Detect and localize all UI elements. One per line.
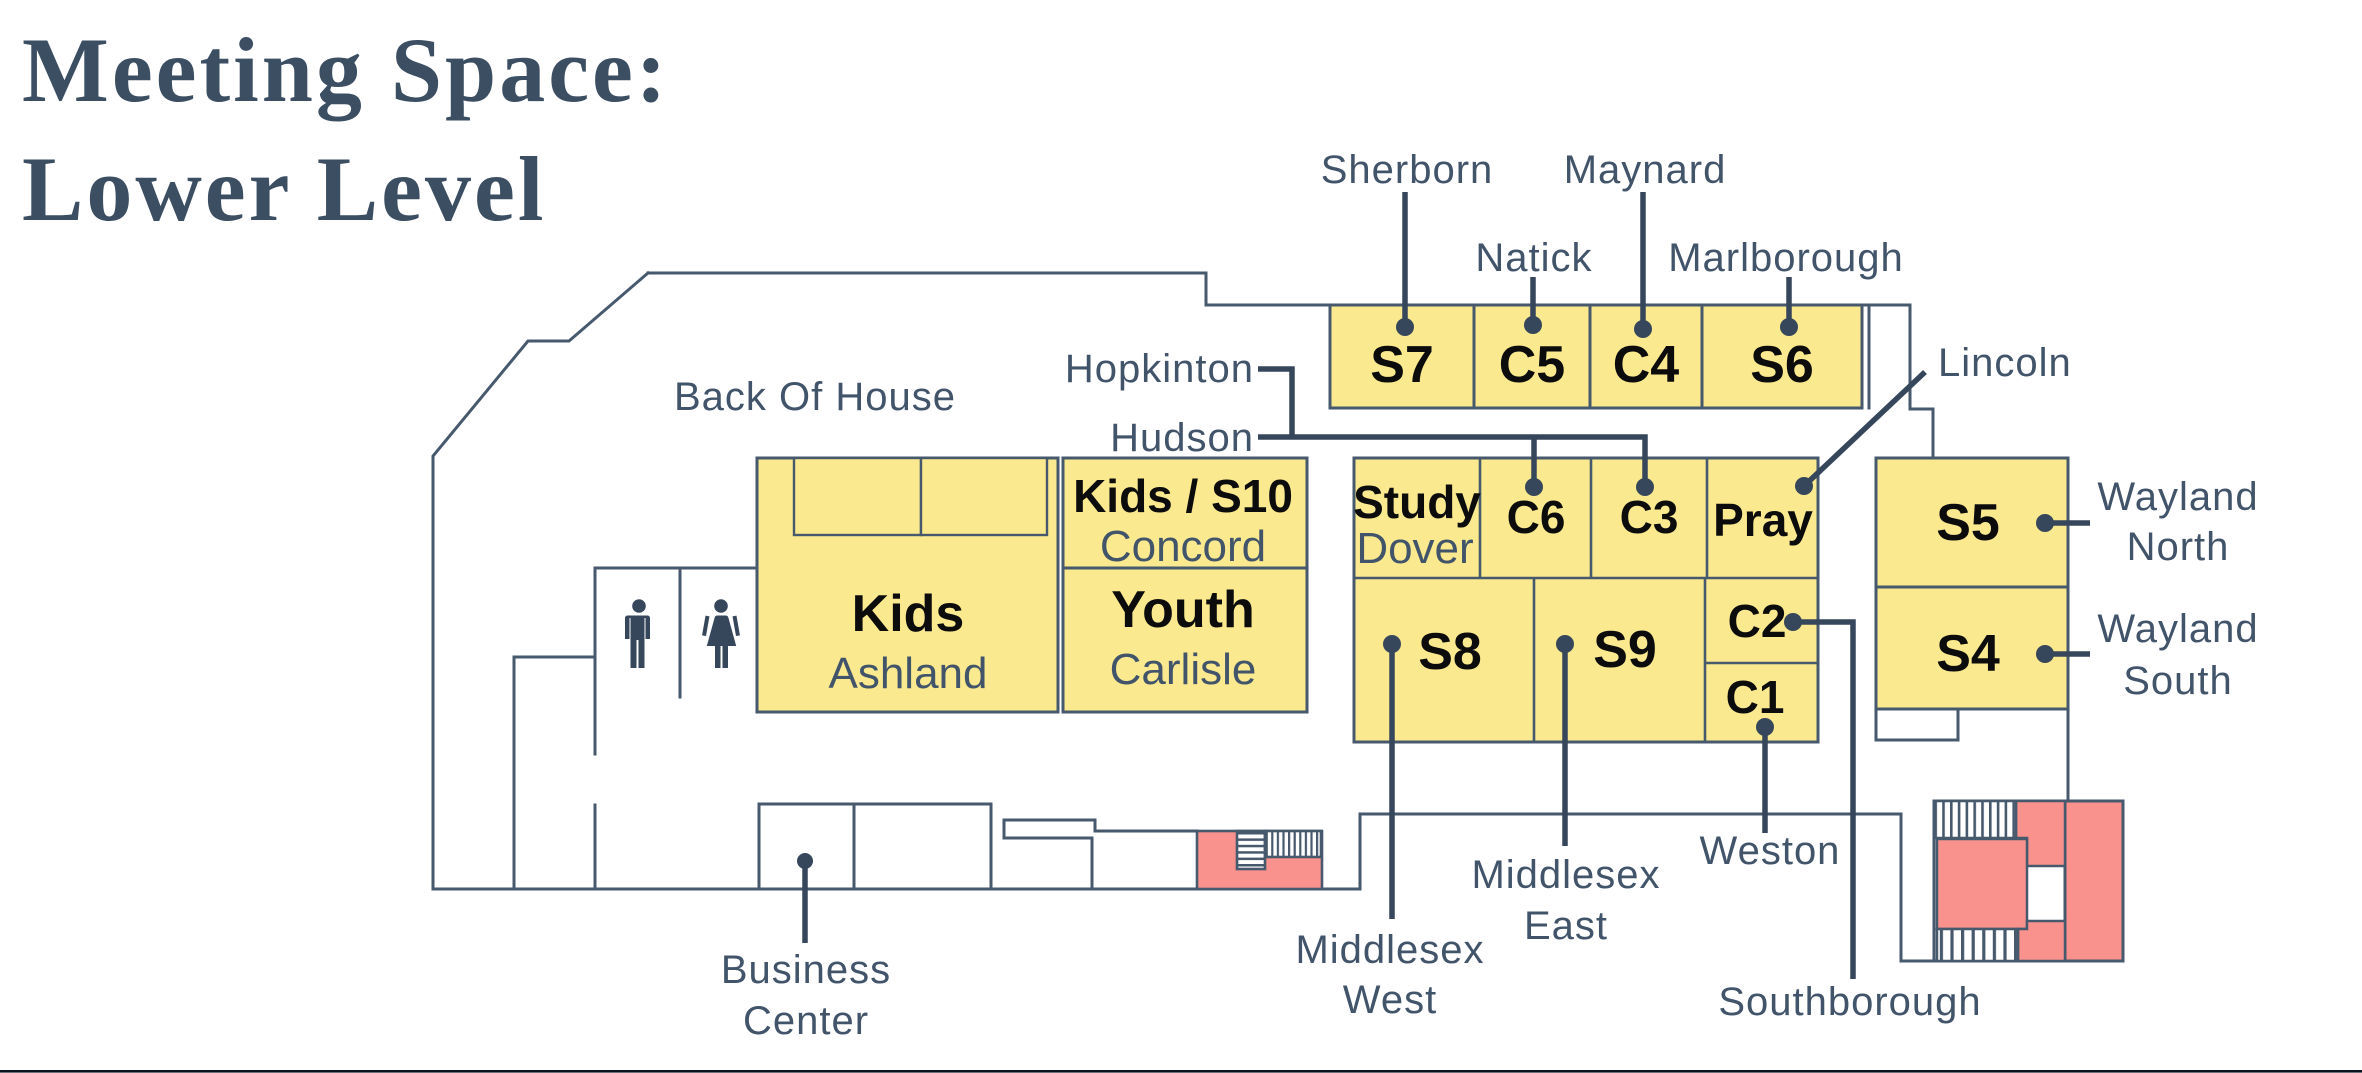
- svg-text:Wayland: Wayland: [2097, 475, 2258, 519]
- svg-text:C3: C3: [1620, 491, 1679, 543]
- svg-text:Concord: Concord: [1100, 522, 1266, 571]
- svg-text:Study: Study: [1353, 476, 1481, 528]
- svg-text:Lower Level: Lower Level: [22, 138, 546, 240]
- svg-text:S8: S8: [1418, 623, 1482, 681]
- svg-text:S9: S9: [1593, 621, 1657, 679]
- svg-text:C4: C4: [1613, 336, 1680, 394]
- svg-text:Southborough: Southborough: [1718, 980, 1981, 1024]
- svg-text:S6: S6: [1750, 336, 1814, 394]
- svg-text:Center: Center: [743, 999, 869, 1043]
- svg-text:Meeting Space:: Meeting Space:: [22, 19, 670, 121]
- svg-text:Marlborough: Marlborough: [1668, 236, 1904, 280]
- svg-text:Kids: Kids: [852, 585, 965, 643]
- svg-text:Hudson: Hudson: [1110, 416, 1254, 460]
- svg-text:South: South: [2123, 659, 2233, 703]
- svg-text:S4: S4: [1936, 625, 2000, 683]
- svg-text:Lincoln: Lincoln: [1938, 341, 2072, 385]
- svg-text:West: West: [1343, 978, 1437, 1022]
- svg-text:Maynard: Maynard: [1564, 148, 1727, 192]
- svg-text:Hopkinton: Hopkinton: [1065, 347, 1254, 391]
- svg-text:S5: S5: [1936, 494, 2000, 552]
- svg-text:Kids / S10: Kids / S10: [1073, 470, 1293, 522]
- svg-text:Business: Business: [721, 948, 891, 992]
- svg-text:C2: C2: [1728, 595, 1787, 647]
- svg-text:Middlesex: Middlesex: [1295, 928, 1484, 972]
- svg-text:East: East: [1524, 904, 1608, 948]
- svg-text:C1: C1: [1726, 671, 1785, 723]
- svg-text:Carlisle: Carlisle: [1110, 645, 1257, 694]
- svg-text:Middlesex: Middlesex: [1471, 853, 1660, 897]
- svg-text:Weston: Weston: [1700, 829, 1841, 873]
- svg-text:Dover: Dover: [1356, 524, 1473, 573]
- svg-text:C6: C6: [1507, 491, 1566, 543]
- svg-text:Pray: Pray: [1713, 494, 1813, 546]
- svg-text:Ashland: Ashland: [828, 649, 987, 698]
- svg-text:Youth: Youth: [1111, 581, 1254, 639]
- svg-text:Wayland: Wayland: [2097, 607, 2258, 651]
- svg-text:S7: S7: [1370, 336, 1434, 394]
- svg-text:Natick: Natick: [1475, 236, 1592, 280]
- svg-text:North: North: [2127, 525, 2230, 569]
- svg-text:Back Of House: Back Of House: [674, 375, 956, 419]
- svg-text:C5: C5: [1499, 336, 1565, 394]
- svg-text:Sherborn: Sherborn: [1321, 148, 1494, 192]
